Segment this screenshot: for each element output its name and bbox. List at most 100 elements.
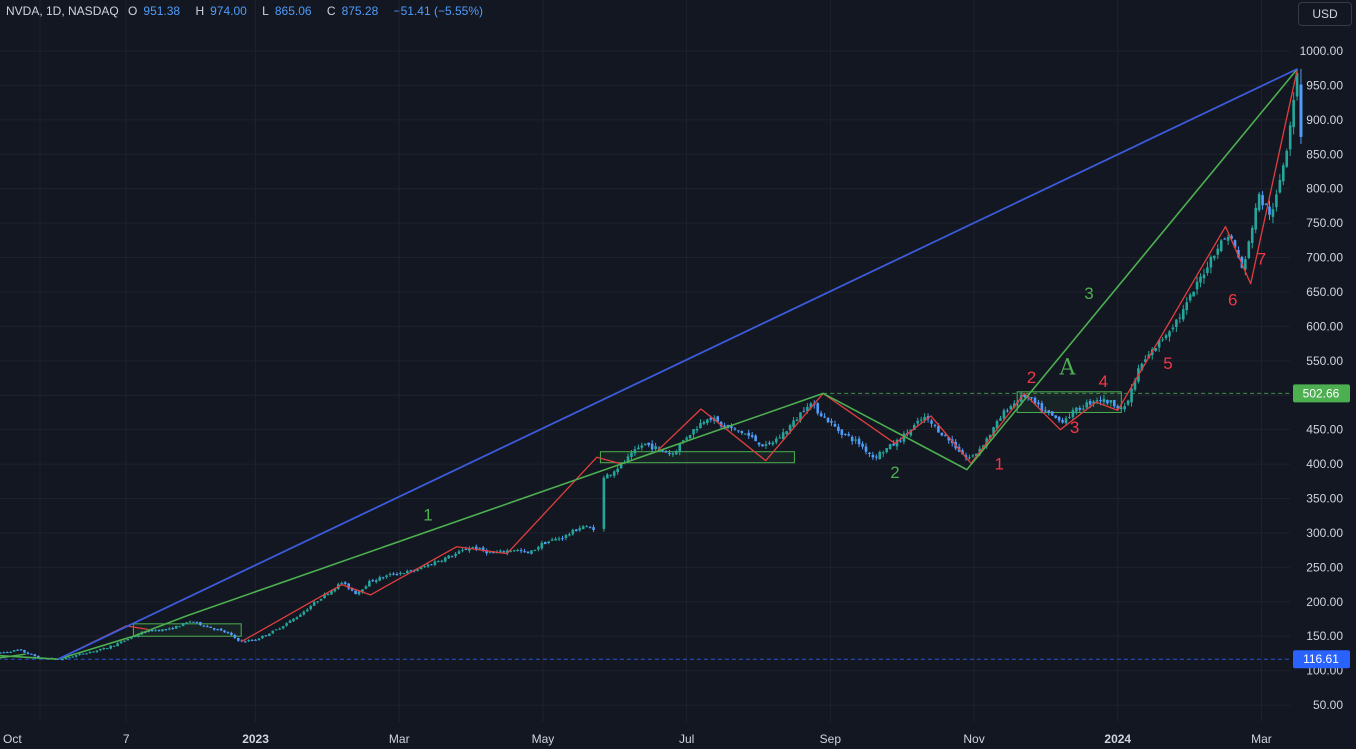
candle-body (1164, 335, 1168, 339)
candle-body (554, 538, 557, 541)
candle-body (9, 651, 12, 653)
price-label: 116.61 (1303, 652, 1339, 666)
candle-body (806, 406, 809, 412)
candle-body (1116, 405, 1120, 409)
candle-body (102, 648, 106, 650)
candle-body (471, 547, 475, 549)
candle-body (1006, 410, 1009, 412)
candle-body (488, 552, 492, 554)
candle-body (912, 425, 916, 431)
candle-body (12, 650, 16, 652)
candle-body (64, 657, 68, 659)
candle-body (1209, 256, 1213, 268)
candle-body (850, 436, 854, 442)
candle-body (971, 455, 975, 457)
candle-body (247, 640, 250, 642)
candle-body (1206, 267, 1209, 273)
candle-body (702, 421, 706, 424)
candle-body (719, 421, 723, 427)
candle-body (1102, 398, 1106, 403)
price-label-box (1293, 650, 1350, 669)
candle-body (999, 418, 1002, 421)
wave-lines (0, 68, 1299, 661)
candle-body (78, 653, 81, 655)
candle-body (268, 633, 271, 637)
wave-label-red: 1 (994, 455, 1003, 474)
candle-body (405, 570, 409, 574)
candle-body (233, 634, 237, 638)
candle-body (709, 417, 713, 420)
candle-body (585, 526, 588, 528)
candle-body (19, 649, 23, 651)
close-value: C 875.28 (326, 4, 379, 18)
candle-body (143, 632, 147, 634)
candle-body (1088, 401, 1092, 405)
time-axis[interactable]: Oct 7 2023 Mar May Jul Sep Nov 2024 Mar (3, 732, 1272, 746)
candle-body (1044, 410, 1047, 412)
candle-body (1233, 240, 1237, 248)
price-tick-label: 300.00 (1306, 526, 1343, 540)
candle-body (26, 652, 30, 654)
candle-body (216, 629, 219, 631)
candle-body (543, 541, 547, 545)
candle-body (385, 575, 388, 578)
candle-body (857, 438, 861, 445)
candle-body (237, 637, 240, 641)
candle-body (733, 428, 737, 430)
candle-body (392, 573, 395, 575)
candle-body (261, 635, 264, 639)
candle-body (902, 433, 906, 442)
candle-body (1216, 248, 1220, 255)
candle-body (381, 577, 385, 579)
candle-body (743, 433, 747, 435)
candle-body (509, 550, 513, 552)
symbol-label[interactable]: NVDA, 1D, NASDAQ (6, 4, 119, 18)
candle-body (840, 429, 844, 435)
candle-body (395, 574, 399, 576)
red-wave-line (969, 68, 1299, 465)
candle-body (899, 440, 902, 442)
candle-body (1037, 402, 1040, 405)
candle-body (930, 420, 933, 424)
candle-body (992, 427, 995, 435)
candle-body (185, 622, 188, 624)
candle-body (23, 650, 26, 653)
candle-body (1268, 206, 1271, 215)
candle-body (706, 419, 709, 423)
candle-body (195, 621, 199, 623)
candle-body (750, 435, 754, 437)
candle-body (68, 657, 71, 659)
candle-body (1168, 331, 1171, 337)
candle-body (1178, 317, 1182, 319)
range-boxes (132, 391, 1122, 637)
candle-body (730, 426, 733, 429)
candle-body (654, 446, 657, 450)
candle-body (478, 547, 482, 550)
candle-body (864, 446, 868, 452)
wave-label-red: 6 (1228, 291, 1237, 310)
candle-body (1154, 348, 1157, 351)
candle-body (302, 611, 306, 615)
candle-body (1050, 411, 1054, 416)
candle-body (426, 564, 430, 567)
candle-body (781, 432, 785, 440)
candle-body (430, 564, 433, 566)
candle-body (854, 439, 857, 441)
candle-body (1175, 319, 1178, 328)
candle-body (664, 451, 668, 453)
candle-body (36, 655, 40, 659)
candle-body (1185, 302, 1189, 311)
candle-body (440, 560, 444, 562)
candle-body (547, 541, 550, 544)
candle-body (937, 425, 940, 433)
candle-body (164, 629, 168, 631)
candle-body (881, 452, 885, 454)
candle-body (292, 618, 295, 622)
time-tick-label: 2023 (242, 732, 269, 746)
price-tick-label: 650.00 (1306, 285, 1343, 299)
candle-body (768, 442, 771, 444)
price-axis[interactable]: 1000.00 950.00 900.00 850.00 800.00 750.00 700… (1293, 44, 1350, 712)
currency-button[interactable]: USD (1298, 2, 1352, 26)
candle-body (188, 621, 192, 623)
